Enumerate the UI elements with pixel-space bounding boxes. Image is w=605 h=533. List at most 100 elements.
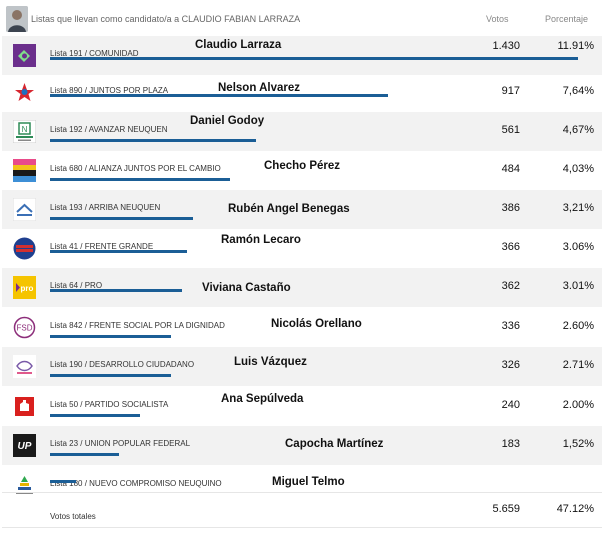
- votes-value: 362: [501, 280, 520, 292]
- list-number: Lista 193: [50, 203, 83, 212]
- fsd-logo: FSD: [13, 316, 36, 339]
- total-percentage: 47.12%: [556, 503, 594, 515]
- percentage-value: 7,64%: [562, 85, 594, 97]
- svg-text:pro: pro: [21, 284, 34, 293]
- votes-column-header: Votos: [486, 14, 509, 24]
- result-row: Lista 191 / COMUNIDAD Claudio Larraza 1.43…: [2, 36, 602, 75]
- votes-value: 183: [501, 438, 520, 450]
- percentage-value: 2.00%: [562, 399, 594, 411]
- list-number: Lista 64: [50, 281, 79, 290]
- list-label: Lista 890 / JUNTOS POR PLAZA: [50, 86, 168, 95]
- votes-value: 240: [501, 399, 520, 411]
- candidate-name: Ana Sepúlveda: [221, 393, 304, 405]
- partido-socialista-logo: [13, 395, 36, 418]
- candidate-name: Miguel Telmo: [272, 476, 345, 488]
- result-row: FSD Lista 842 / FRENTE SOCIAL POR LA DIGN…: [2, 308, 602, 347]
- candidate-name: Nicolás Orellano: [271, 318, 362, 330]
- percentage-value: 3.06%: [562, 241, 594, 253]
- vote-bar: [50, 480, 76, 483]
- frente-grande-logo: [13, 237, 36, 260]
- result-row: Lista 890 / JUNTOS POR PLAZA Nelson Alvar…: [2, 73, 602, 112]
- list-label: Lista 190 / DESARROLLO CIUDADANO: [50, 360, 194, 369]
- result-row: Lista 680 / ALIANZA JUNTOS POR EL CAMBIO…: [2, 151, 602, 190]
- votes-value: 326: [501, 359, 520, 371]
- candidate-name: Viviana Castaño: [202, 282, 291, 294]
- candidate-name: Checho Pérez: [264, 160, 341, 172]
- list-label: Lista 41 / FRENTE GRANDE: [50, 242, 153, 251]
- nuevo-compromiso-neuquino-logo: [13, 474, 36, 497]
- percentage-value: 3.01%: [562, 280, 594, 292]
- percentage-value: 11.91%: [557, 40, 595, 52]
- party-name: / AVANZAR NEUQUEN: [82, 125, 168, 134]
- list-label: Lista 23 / UNION POPULAR FEDERAL: [50, 439, 190, 448]
- totals-label: Votos totales: [50, 512, 96, 521]
- result-row: Lista 190 / DESARROLLO CIUDADANO Luis Váz…: [2, 347, 602, 386]
- pro-logo: pro: [13, 276, 36, 299]
- total-votes: 5.659: [492, 503, 520, 515]
- party-name: / FRENTE GRANDE: [78, 242, 154, 251]
- list-number: Lista 23: [50, 439, 79, 448]
- votes-value: 336: [501, 320, 520, 332]
- percentage-value: 2.60%: [562, 320, 594, 332]
- votes-value: 366: [501, 241, 520, 253]
- vote-bar: [50, 374, 171, 377]
- list-label: Lista 193 / ARRIBA NEUQUEN: [50, 203, 160, 212]
- percentage-value: 4,03%: [562, 163, 594, 175]
- vote-bar: [50, 289, 182, 292]
- party-name: / PARTIDO SOCIALISTA: [78, 400, 169, 409]
- candidate-avatar: [6, 6, 28, 32]
- list-number: Lista 190: [50, 360, 83, 369]
- vote-bar: [50, 335, 171, 338]
- svg-text:UP: UP: [18, 441, 32, 452]
- candidate-name: Nelson Alvarez: [218, 82, 301, 94]
- list-number: Lista 50: [50, 400, 79, 409]
- party-name: / UNION POPULAR FEDERAL: [78, 439, 191, 448]
- result-row: pro Lista 64 / PRO Viviana Castaño 362 3.01%: [2, 268, 602, 307]
- party-name: / FRENTE SOCIAL POR LA DIGNIDAD: [82, 321, 225, 330]
- party-name: / NUEVO COMPROMISO NEUQUINO: [82, 479, 222, 488]
- list-number: Lista 180: [50, 479, 83, 488]
- juntos-por-plaza-logo: [13, 81, 36, 104]
- candidate-name: Claudio Larraza: [195, 39, 282, 51]
- votes-value: 484: [501, 163, 520, 175]
- list-number: Lista 192: [50, 125, 83, 134]
- votes-value: 561: [501, 124, 520, 136]
- result-row: Lista 50 / PARTIDO SOCIALISTA Ana Sepúlve…: [2, 387, 602, 426]
- vote-bar: [50, 217, 193, 220]
- result-row: N Lista 192 / AVANZAR NEUQUEN Daniel Godoy…: [2, 112, 602, 151]
- vote-bar: [50, 414, 140, 417]
- svg-text:N: N: [22, 125, 28, 134]
- result-row: Lista 180 / NUEVO COMPROMISO NEUQUINO Mig…: [2, 466, 602, 505]
- vote-bar: [50, 57, 578, 60]
- candidate-name: Rubén Angel Benegas: [228, 203, 350, 215]
- party-name: / ARRIBA NEUQUEN: [82, 203, 161, 212]
- list-label: Lista 180 / NUEVO COMPROMISO NEUQUINO: [50, 479, 222, 488]
- percentage-column-header: Porcentaje: [545, 14, 589, 24]
- percentage-value: 3,21%: [562, 202, 594, 214]
- percentage-value: 4,67%: [562, 124, 594, 136]
- list-label: Lista 842 / FRENTE SOCIAL POR LA DIGNIDA…: [50, 321, 225, 330]
- party-name: / COMUNIDAD: [82, 49, 139, 58]
- juntos-por-el-cambio-logo: [13, 159, 36, 182]
- party-name: / PRO: [78, 281, 103, 290]
- result-row: UP Lista 23 / UNION POPULAR FEDERAL Capoch…: [2, 426, 602, 465]
- candidate-name: Daniel Godoy: [190, 115, 265, 127]
- comunidad-logo: [13, 44, 36, 67]
- vote-bar: [50, 139, 256, 142]
- results-header: Listas que llevan como candidato/a a CLA…: [0, 0, 605, 36]
- result-row: Lista 193 / ARRIBA NEUQUEN Rubén Angel Be…: [2, 190, 602, 229]
- desarrollo-ciudadano-logo: [13, 355, 36, 378]
- list-label: Lista 191 / COMUNIDAD: [50, 49, 138, 58]
- list-number: Lista 890: [50, 86, 83, 95]
- avanzar-neuquen-logo: N: [13, 120, 36, 143]
- votes-value: 917: [501, 85, 520, 97]
- header-title: Listas que llevan como candidato/a a CLA…: [31, 14, 301, 24]
- party-name: / DESARROLLO CIUDADANO: [82, 360, 195, 369]
- party-name: / JUNTOS POR PLAZA: [82, 86, 169, 95]
- party-name: / ALIANZA JUNTOS POR EL CAMBIO: [82, 164, 221, 173]
- votes-value: 1.430: [492, 40, 520, 52]
- list-number: Lista 191: [50, 49, 83, 58]
- percentage-value: 2.71%: [562, 359, 594, 371]
- vote-bar: [50, 178, 230, 181]
- vote-bar: [50, 453, 119, 456]
